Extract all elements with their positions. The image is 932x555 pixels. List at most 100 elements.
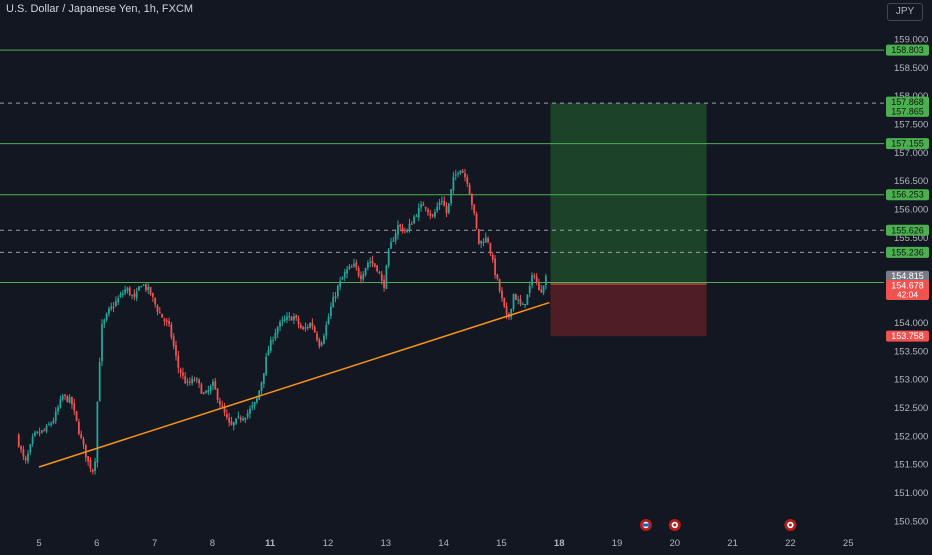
candle[interactable] [306,324,309,331]
candle[interactable] [119,291,122,298]
candle[interactable] [357,265,360,278]
candle[interactable] [239,415,242,423]
candle[interactable] [487,236,490,244]
candle[interactable] [387,248,390,269]
candle[interactable] [219,397,221,408]
candle[interactable] [172,333,175,350]
candle[interactable] [452,171,455,194]
candle[interactable] [193,376,196,382]
candle[interactable] [538,278,540,291]
candle[interactable] [108,306,110,317]
candle[interactable] [473,203,476,216]
candle[interactable] [318,337,321,349]
candle[interactable] [440,196,443,205]
candle[interactable] [242,416,244,422]
candle[interactable] [309,322,311,329]
candle[interactable] [237,411,240,419]
candle[interactable] [142,283,145,286]
candle[interactable] [491,251,494,263]
candle[interactable] [378,270,381,275]
candle[interactable] [380,270,383,285]
candle[interactable] [138,286,140,292]
candle[interactable] [128,286,131,297]
candle[interactable] [209,384,212,395]
price-tag[interactable]: 157.865 [886,105,929,117]
candle[interactable] [355,259,358,271]
candle[interactable] [466,174,469,188]
currency-button[interactable]: JPY [887,3,923,21]
candle[interactable] [514,293,517,301]
candle[interactable] [524,303,526,309]
candle[interactable] [27,449,29,464]
candle[interactable] [401,223,404,234]
event-marker[interactable] [668,519,681,531]
candle[interactable] [184,372,187,384]
candle[interactable] [477,228,480,245]
candle[interactable] [133,289,136,301]
candle[interactable] [327,313,330,325]
candle[interactable] [158,306,161,314]
candle[interactable] [512,293,515,312]
candle[interactable] [96,401,99,468]
candle[interactable] [135,287,138,302]
candle[interactable] [369,257,372,268]
candle[interactable] [323,333,325,345]
candle[interactable] [202,391,205,395]
candle[interactable] [521,302,524,306]
candle[interactable] [410,221,413,225]
candle[interactable] [279,319,281,332]
profit-zone[interactable] [550,103,707,284]
candle[interactable] [207,385,210,396]
candle[interactable] [471,193,473,210]
candle[interactable] [221,400,224,407]
candle[interactable] [34,430,36,438]
candle[interactable] [182,367,184,380]
candle[interactable] [57,404,59,415]
candle[interactable] [461,168,464,173]
candle[interactable] [316,331,318,342]
candle[interactable] [253,401,256,410]
candle[interactable] [87,455,90,466]
candle[interactable] [272,336,274,345]
candle[interactable] [17,433,20,448]
candle[interactable] [286,312,288,324]
candle[interactable] [501,287,503,302]
candle[interactable] [161,313,164,318]
candle[interactable] [494,255,496,279]
candle[interactable] [45,423,48,434]
candle[interactable] [50,421,53,428]
candle[interactable] [59,395,62,409]
candle[interactable] [126,286,129,294]
candle[interactable] [484,232,487,243]
candle[interactable] [348,263,351,271]
price-tag[interactable]: 156.253 [886,189,929,201]
candle[interactable] [415,213,418,218]
candle[interactable] [94,457,96,475]
candle[interactable] [392,236,395,243]
candle[interactable] [390,237,392,249]
candle[interactable] [198,378,201,389]
candle[interactable] [496,273,499,281]
price-tag[interactable]: 157.868 [886,96,929,108]
candle[interactable] [177,350,180,374]
candle[interactable] [313,324,316,333]
candle[interactable] [186,378,189,387]
candle[interactable] [179,367,182,378]
candle[interactable] [105,312,108,323]
candle[interactable] [339,276,342,291]
candle[interactable] [457,171,459,178]
candle[interactable] [154,297,157,308]
candle[interactable] [124,285,127,296]
candle[interactable] [103,318,106,329]
candle[interactable] [205,389,207,394]
candle[interactable] [216,387,219,403]
candle[interactable] [232,421,235,431]
candle[interactable] [84,444,87,462]
candle[interactable] [40,429,43,434]
trendline[interactable] [38,301,550,468]
candle[interactable] [417,203,420,222]
candle[interactable] [274,328,277,341]
candle[interactable] [276,325,279,338]
candle[interactable] [533,273,536,280]
